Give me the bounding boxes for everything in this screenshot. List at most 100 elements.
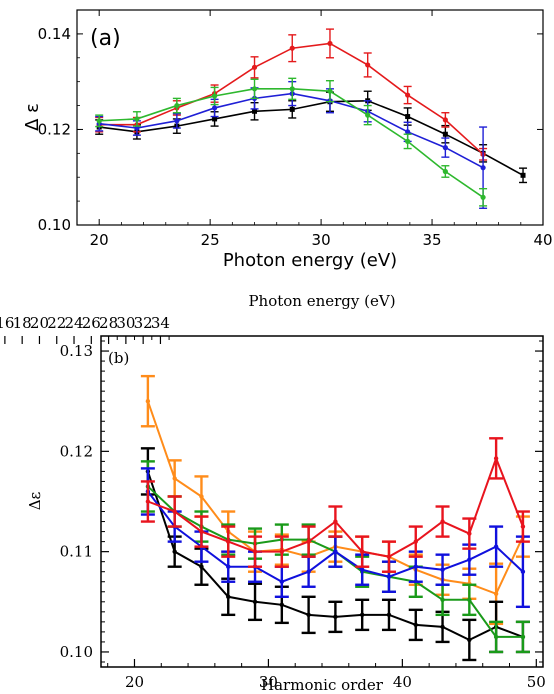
a-point [327,88,333,94]
b-point [333,519,338,524]
panel-b-label: (b) [108,349,129,367]
b-point [493,591,499,596]
b-top-xtick-label: 18 [13,314,32,332]
a-point [211,105,218,111]
b-ytick-label: 0.13 [60,342,93,360]
b-point [440,567,445,572]
b-point [172,476,177,481]
a-point [405,138,411,144]
a-series-line [99,99,524,177]
a-point [251,64,258,70]
a-point [442,168,448,175]
b-xtick-label: 50 [527,673,546,691]
b-top-xtick-label: 22 [47,314,66,332]
panel-a-label: (a) [90,26,121,51]
a-xtick-label: 35 [423,231,442,249]
a-point [289,45,295,51]
b-point [440,519,445,524]
b-point [226,564,231,569]
b-xtick-label: 20 [125,673,144,691]
b-top-xtick-label: 20 [30,314,49,332]
b-point [306,612,311,618]
b-point [467,637,472,643]
b-point [199,564,204,569]
b-point [199,529,204,534]
b-point [520,634,526,640]
b-point [333,549,338,554]
a-point [289,106,295,112]
b-top-xtick-label: 24 [64,314,83,332]
a-point [365,112,371,118]
b-xtick-label: 30 [259,673,278,691]
a-xtick-label: 20 [90,231,109,249]
panel-b-top-xlabel: Photon energy (eV) [248,292,395,310]
a-point [520,172,526,178]
a-point [405,114,411,120]
a-point [365,62,371,68]
b-point [413,564,418,569]
b-point [226,594,231,599]
b-point [252,549,258,554]
a-point [174,102,180,109]
panel-a-xlabel: Photon energy (eV) [223,250,397,271]
b-top-xtick-label: 34 [151,314,170,332]
a-point [251,86,258,92]
a-point [212,116,218,122]
a-ytick-label: 0.12 [38,120,71,138]
panel-a-axes: 20 25 30 35 40 0.10 0.12 0.14 [38,10,553,249]
b-point [467,531,472,536]
panel-b-frame [100,335,544,668]
b-point [252,599,258,605]
a-point [252,108,258,114]
panel-a-series [95,28,528,209]
panel-b: (b) 2030405014161820222426283032340.100.… [0,292,546,694]
a-point [174,118,180,124]
a-point [96,118,102,124]
b-point [386,574,392,579]
b-point [226,539,231,544]
b-point [386,612,392,618]
b-point [493,544,499,549]
b-point [493,456,499,461]
b-point [467,597,472,602]
panel-b-axes: 2030405014161820222426283032340.100.110.… [0,314,546,691]
b-point [306,539,311,544]
b-top-xtick-label: 32 [134,314,153,332]
panel-a-ylabel: Δ ε [22,103,43,131]
a-point [134,116,140,122]
b-top-xtick-label: 28 [99,314,118,332]
a-point [442,131,448,137]
a-ytick-label: 0.14 [38,25,71,43]
a-point [480,165,486,171]
b-point [145,398,151,404]
a-point [442,145,448,151]
a-point [442,117,448,123]
b-point [279,602,285,608]
b-point [440,597,445,602]
panel-a-frame [76,9,544,226]
b-point [199,494,204,499]
b-point [172,549,177,554]
a-point [405,129,411,135]
b-xtick-label: 40 [393,673,412,691]
b-point [306,569,311,574]
b-ytick-label: 0.12 [60,442,93,460]
b-point [493,634,499,640]
panel-b-ylabel: Δε [26,491,44,510]
b-point [520,524,526,529]
panel-a: (a) 20 25 30 35 40 0.10 0.12 0.14 Photon energy… [22,9,553,271]
panel-b-series [140,374,530,662]
a-point [327,40,333,47]
panel-b-xlabel: Harmonic order [261,676,384,694]
b-point [359,612,365,618]
a-point [289,86,295,92]
b-ytick-label: 0.10 [60,643,93,661]
a-point [211,93,218,99]
a-xtick-label: 40 [533,231,552,249]
b-point [386,554,392,559]
b-top-xtick-label: 16 [0,314,14,332]
b-point [279,549,285,554]
b-ytick-label: 0.11 [60,543,93,561]
b-point [172,509,177,514]
